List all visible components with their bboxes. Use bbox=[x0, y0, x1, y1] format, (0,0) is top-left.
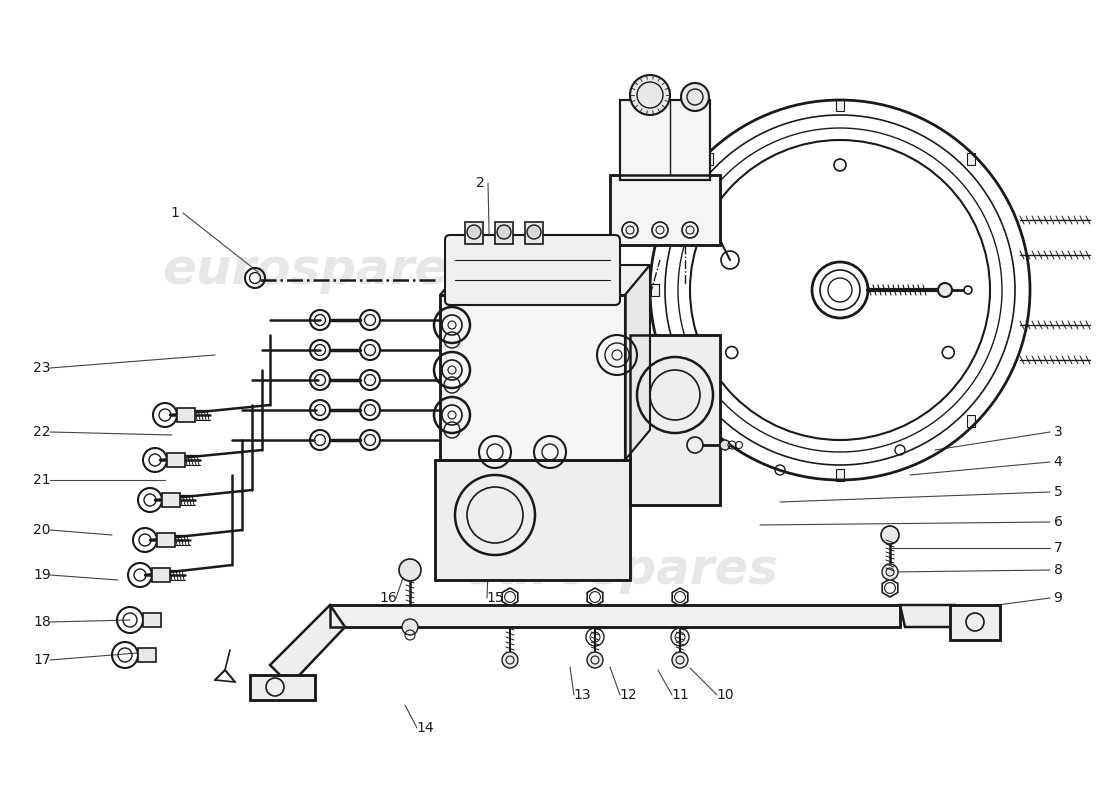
Bar bbox=[950, 605, 1000, 640]
Circle shape bbox=[882, 564, 898, 580]
Bar bbox=[157, 533, 175, 547]
Text: 5: 5 bbox=[1054, 485, 1063, 499]
Bar bbox=[152, 568, 170, 582]
Text: 14: 14 bbox=[416, 721, 433, 735]
Text: 16: 16 bbox=[379, 591, 397, 605]
Bar bbox=[630, 335, 720, 505]
Bar bbox=[967, 153, 975, 165]
Circle shape bbox=[964, 286, 972, 294]
Polygon shape bbox=[900, 605, 960, 627]
Bar bbox=[434, 460, 630, 580]
Bar bbox=[836, 469, 844, 481]
Bar bbox=[651, 284, 659, 296]
Bar bbox=[250, 675, 315, 700]
Bar bbox=[705, 153, 713, 165]
Text: 1: 1 bbox=[170, 206, 179, 220]
Text: 22: 22 bbox=[33, 425, 51, 439]
Bar bbox=[330, 605, 900, 627]
Text: eurospares: eurospares bbox=[162, 246, 478, 294]
Text: 21: 21 bbox=[33, 473, 51, 487]
Text: 13: 13 bbox=[573, 688, 591, 702]
Circle shape bbox=[720, 440, 730, 450]
Polygon shape bbox=[440, 265, 650, 295]
Text: 17: 17 bbox=[33, 653, 51, 667]
Bar bbox=[440, 295, 625, 460]
Bar bbox=[610, 175, 720, 245]
Bar bbox=[495, 222, 513, 244]
Bar bbox=[836, 99, 844, 111]
Text: 20: 20 bbox=[33, 523, 51, 537]
Bar bbox=[177, 408, 195, 422]
Circle shape bbox=[527, 225, 541, 239]
Circle shape bbox=[881, 526, 899, 544]
Bar bbox=[440, 295, 625, 460]
Circle shape bbox=[402, 619, 418, 635]
Bar bbox=[143, 613, 161, 627]
Bar bbox=[138, 648, 156, 662]
Circle shape bbox=[502, 652, 518, 668]
Circle shape bbox=[938, 283, 952, 297]
Text: 9: 9 bbox=[1054, 591, 1063, 605]
Text: eurospares: eurospares bbox=[462, 546, 778, 594]
Text: 8: 8 bbox=[1054, 563, 1063, 577]
Bar bbox=[167, 453, 185, 467]
Text: 4: 4 bbox=[1054, 455, 1063, 469]
Text: 15: 15 bbox=[486, 591, 504, 605]
Text: 7: 7 bbox=[1054, 541, 1063, 555]
Bar bbox=[525, 222, 543, 244]
Circle shape bbox=[587, 652, 603, 668]
Bar bbox=[610, 175, 720, 245]
Circle shape bbox=[468, 225, 481, 239]
Bar bbox=[330, 605, 900, 627]
Text: 18: 18 bbox=[33, 615, 51, 629]
Text: 11: 11 bbox=[671, 688, 689, 702]
Circle shape bbox=[497, 225, 512, 239]
FancyBboxPatch shape bbox=[446, 235, 620, 305]
Polygon shape bbox=[625, 265, 650, 460]
Text: 10: 10 bbox=[716, 688, 734, 702]
Bar bbox=[620, 100, 710, 180]
Text: 3: 3 bbox=[1054, 425, 1063, 439]
Bar bbox=[705, 415, 713, 427]
Text: 12: 12 bbox=[619, 688, 637, 702]
Bar bbox=[434, 460, 630, 580]
Bar bbox=[967, 415, 975, 427]
Bar bbox=[620, 100, 710, 180]
Circle shape bbox=[399, 559, 421, 581]
Bar bbox=[630, 335, 720, 505]
Circle shape bbox=[630, 75, 670, 115]
Bar bbox=[250, 675, 315, 700]
Circle shape bbox=[681, 83, 710, 111]
Text: 2: 2 bbox=[475, 176, 484, 190]
Text: 6: 6 bbox=[1054, 515, 1063, 529]
Text: 19: 19 bbox=[33, 568, 51, 582]
Polygon shape bbox=[270, 605, 345, 685]
Text: 23: 23 bbox=[33, 361, 51, 375]
Bar bbox=[162, 493, 180, 507]
Circle shape bbox=[672, 652, 688, 668]
Bar bbox=[950, 605, 1000, 640]
Bar bbox=[465, 222, 483, 244]
